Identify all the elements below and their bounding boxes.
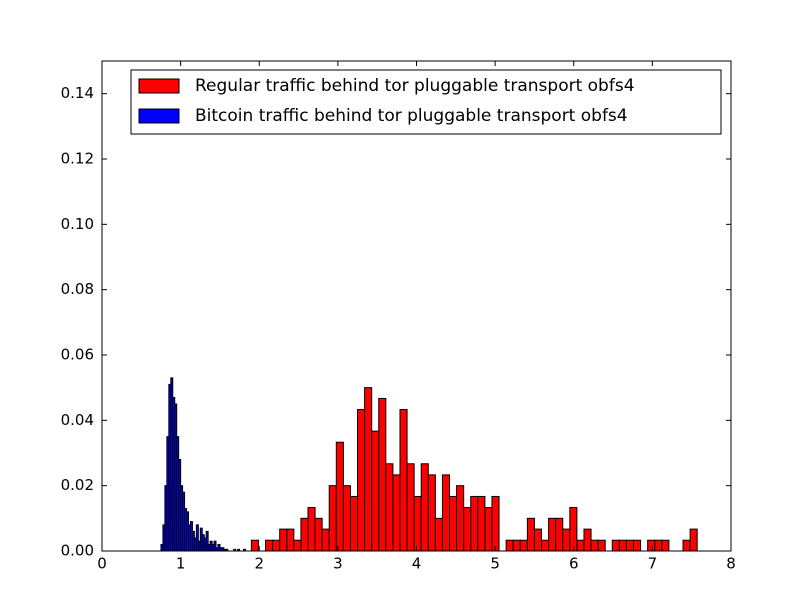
- bar: [689, 528, 698, 552]
- bar: [590, 539, 599, 552]
- bar: [286, 528, 295, 552]
- bar: [420, 463, 429, 552]
- bar: [541, 539, 550, 552]
- bar: [463, 507, 472, 552]
- bar: [470, 495, 479, 552]
- x-tick-label: 1: [176, 555, 186, 573]
- bar: [491, 495, 500, 552]
- bar: [378, 397, 387, 552]
- bar: [434, 517, 443, 552]
- bar: [548, 517, 557, 552]
- bar: [477, 495, 486, 552]
- bar: [413, 495, 422, 552]
- bar: [364, 387, 373, 552]
- bar: [357, 409, 366, 552]
- legend-swatch: [138, 108, 180, 124]
- bar: [328, 485, 337, 552]
- bar: [555, 517, 564, 552]
- bar: [625, 539, 635, 552]
- y-tick-label: 0.08: [61, 280, 94, 298]
- x-tick-label: 3: [333, 555, 343, 573]
- y-tick-label: 0.00: [61, 542, 94, 560]
- x-tick-label: 7: [648, 555, 658, 573]
- bar: [647, 539, 656, 552]
- y-tick-label: 0.14: [61, 84, 94, 102]
- bar: [618, 539, 627, 552]
- x-tick-label: 0: [97, 555, 107, 573]
- bar: [335, 441, 344, 552]
- y-tick-label: 0.10: [61, 215, 94, 233]
- x-tick-label: 2: [254, 555, 264, 573]
- bar: [576, 539, 585, 552]
- bar: [562, 528, 571, 552]
- bar: [307, 507, 316, 552]
- bar: [583, 528, 592, 552]
- x-tick-label: 8: [726, 555, 736, 573]
- bar: [250, 539, 259, 552]
- bar: [300, 517, 309, 552]
- bar: [279, 528, 288, 552]
- bar: [505, 539, 514, 552]
- bar: [272, 539, 281, 552]
- bar: [484, 507, 493, 552]
- bar: [569, 507, 578, 552]
- y-tick-label: 0.04: [61, 411, 94, 429]
- legend-label: Bitcoin traffic behind tor pluggable tra…: [195, 106, 628, 126]
- bar: [265, 539, 274, 552]
- y-tick-label: 0.12: [61, 150, 94, 168]
- bar: [682, 539, 691, 552]
- bar: [611, 539, 620, 552]
- legend-label: Regular traffic behind tor pluggable tra…: [195, 76, 635, 96]
- bar: [519, 539, 528, 552]
- bar: [371, 430, 380, 552]
- bar: [441, 474, 451, 552]
- y-tick-label: 0.06: [61, 346, 94, 364]
- bar: [427, 474, 436, 552]
- bar: [392, 474, 401, 552]
- bar: [314, 517, 323, 552]
- bar: [449, 495, 458, 552]
- bar: [406, 463, 415, 552]
- legend-swatch: [138, 78, 180, 94]
- bar: [654, 539, 663, 552]
- y-tick-label: 0.02: [61, 476, 94, 494]
- bar: [533, 528, 543, 552]
- legend-box: [130, 69, 722, 135]
- x-tick-label: 6: [569, 555, 579, 573]
- bar: [399, 409, 408, 552]
- x-tick-label: 4: [412, 555, 422, 573]
- bar: [349, 495, 359, 552]
- bar: [321, 528, 330, 552]
- bar: [512, 539, 521, 552]
- bar: [597, 539, 606, 552]
- bar: [342, 485, 351, 552]
- bar: [293, 539, 302, 552]
- bar: [661, 539, 670, 552]
- bar: [526, 517, 535, 552]
- bar: [456, 485, 465, 552]
- x-tick-label: 5: [490, 555, 500, 573]
- bar: [385, 463, 394, 552]
- bar: [633, 539, 642, 552]
